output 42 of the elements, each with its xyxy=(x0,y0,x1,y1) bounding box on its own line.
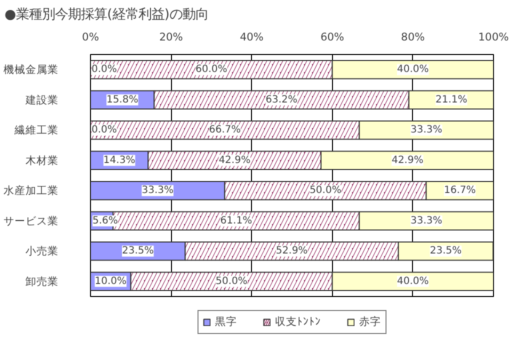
y-tick-label: 繊維工業 xyxy=(14,124,58,137)
x-tick-label: 60% xyxy=(320,30,344,44)
data-label: 60.0% xyxy=(196,64,228,76)
data-label: 42.9% xyxy=(392,154,424,166)
y-tick-label: 小売業 xyxy=(26,244,58,258)
y-tick-label: 木材業 xyxy=(26,154,58,167)
data-label: 52.9% xyxy=(276,246,308,257)
data-label: 0.0% xyxy=(92,64,117,76)
data-label: 66.7% xyxy=(209,124,241,136)
legend-label: 赤字 xyxy=(359,315,381,329)
data-label: 40.0% xyxy=(397,276,429,287)
data-label: 14.3% xyxy=(103,154,136,166)
data-label: 16.7% xyxy=(444,185,476,196)
x-tick-label: 40% xyxy=(240,30,264,44)
x-tick-label: 20% xyxy=(159,30,183,44)
data-label: 21.1% xyxy=(436,94,468,106)
x-tick-label: 100% xyxy=(478,30,509,44)
chart-title: ●業種別今期採算(経常利益)の動向 xyxy=(4,8,209,22)
y-tick-label: 水産加工業 xyxy=(4,184,58,198)
x-tick-label: 0% xyxy=(82,30,99,44)
data-label: 50.0% xyxy=(310,185,342,196)
data-label: 61.1% xyxy=(220,215,252,226)
data-label: 23.5% xyxy=(430,246,462,257)
legend-label: 黒字 xyxy=(215,315,237,329)
data-label: 33.3% xyxy=(410,215,442,226)
y-tick-label: 建設業 xyxy=(24,93,58,106)
y-tick-label: 機械金属業 xyxy=(4,63,58,76)
data-label: 50.0% xyxy=(216,276,248,287)
data-label: 63.2% xyxy=(266,94,298,106)
data-label: 33.3% xyxy=(410,124,442,136)
data-label: 40.0% xyxy=(397,64,429,76)
y-tick-label: 卸売業 xyxy=(26,274,58,288)
data-label: 33.3% xyxy=(142,185,174,196)
data-label: 15.8% xyxy=(106,94,138,106)
data-label: 42.9% xyxy=(218,154,250,166)
x-tick-label: 80% xyxy=(401,30,425,44)
y-tick-label: サービス業 xyxy=(4,214,58,228)
data-label: 23.5% xyxy=(122,246,154,257)
legend-label: 収支ﾄﾝﾄﾝ xyxy=(275,315,321,329)
data-label: 0.0% xyxy=(92,124,117,136)
data-label: 10.0% xyxy=(94,276,127,287)
data-label: 5.6% xyxy=(92,215,118,226)
